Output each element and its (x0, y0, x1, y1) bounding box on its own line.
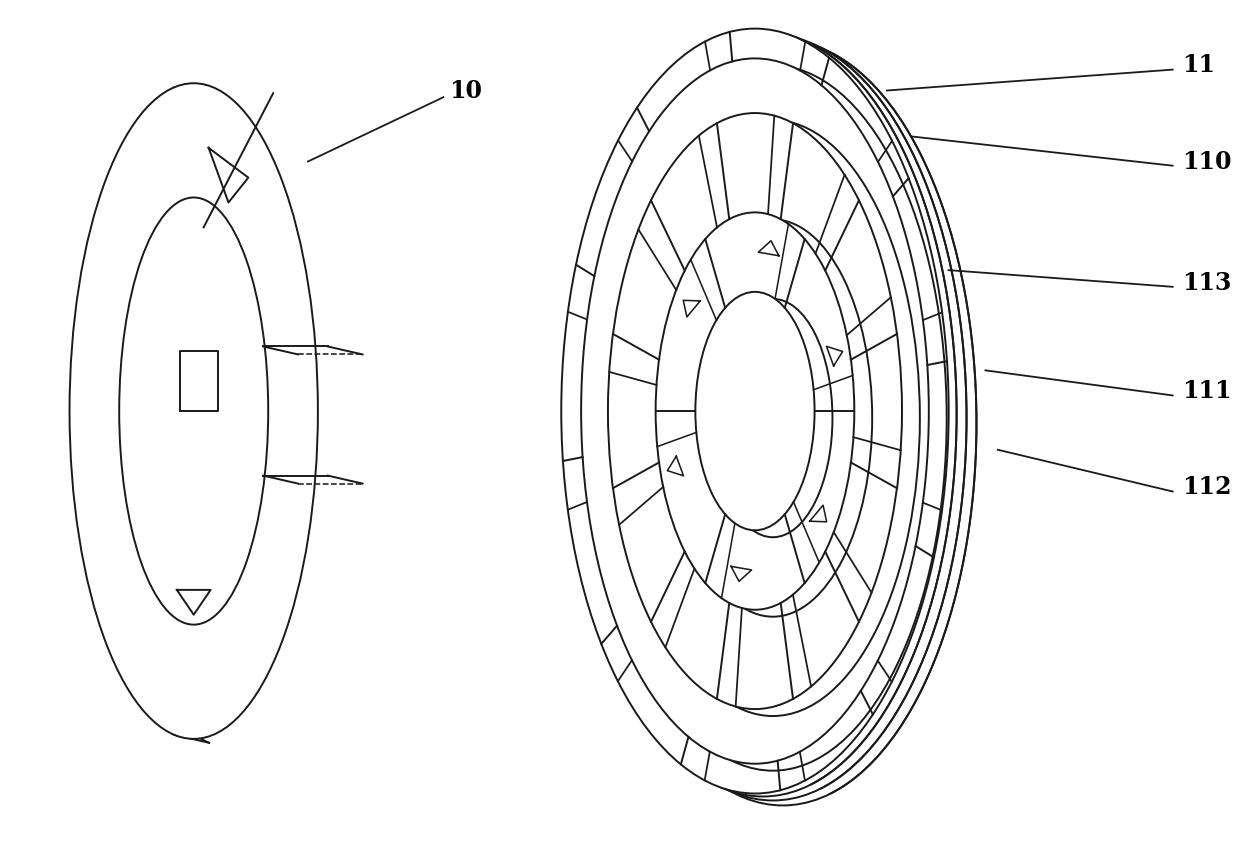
Text: 113: 113 (1183, 271, 1231, 294)
Polygon shape (667, 456, 683, 476)
Ellipse shape (599, 66, 946, 770)
Polygon shape (732, 566, 751, 581)
Ellipse shape (626, 120, 920, 716)
Ellipse shape (589, 40, 976, 806)
Text: 112: 112 (1183, 475, 1233, 500)
Ellipse shape (569, 32, 956, 796)
Text: 111: 111 (1183, 379, 1233, 404)
Ellipse shape (69, 83, 317, 739)
Polygon shape (826, 346, 843, 366)
Ellipse shape (579, 35, 966, 801)
Ellipse shape (656, 213, 854, 610)
Ellipse shape (562, 29, 949, 794)
Polygon shape (810, 505, 827, 521)
Ellipse shape (713, 299, 832, 537)
Ellipse shape (582, 58, 929, 764)
Ellipse shape (696, 292, 815, 531)
Text: 11: 11 (1183, 54, 1215, 77)
Ellipse shape (608, 113, 901, 709)
Text: 110: 110 (1183, 150, 1233, 173)
Text: 10: 10 (450, 78, 482, 103)
Polygon shape (759, 241, 779, 256)
Polygon shape (683, 300, 701, 317)
Ellipse shape (673, 220, 872, 616)
Ellipse shape (119, 198, 268, 625)
